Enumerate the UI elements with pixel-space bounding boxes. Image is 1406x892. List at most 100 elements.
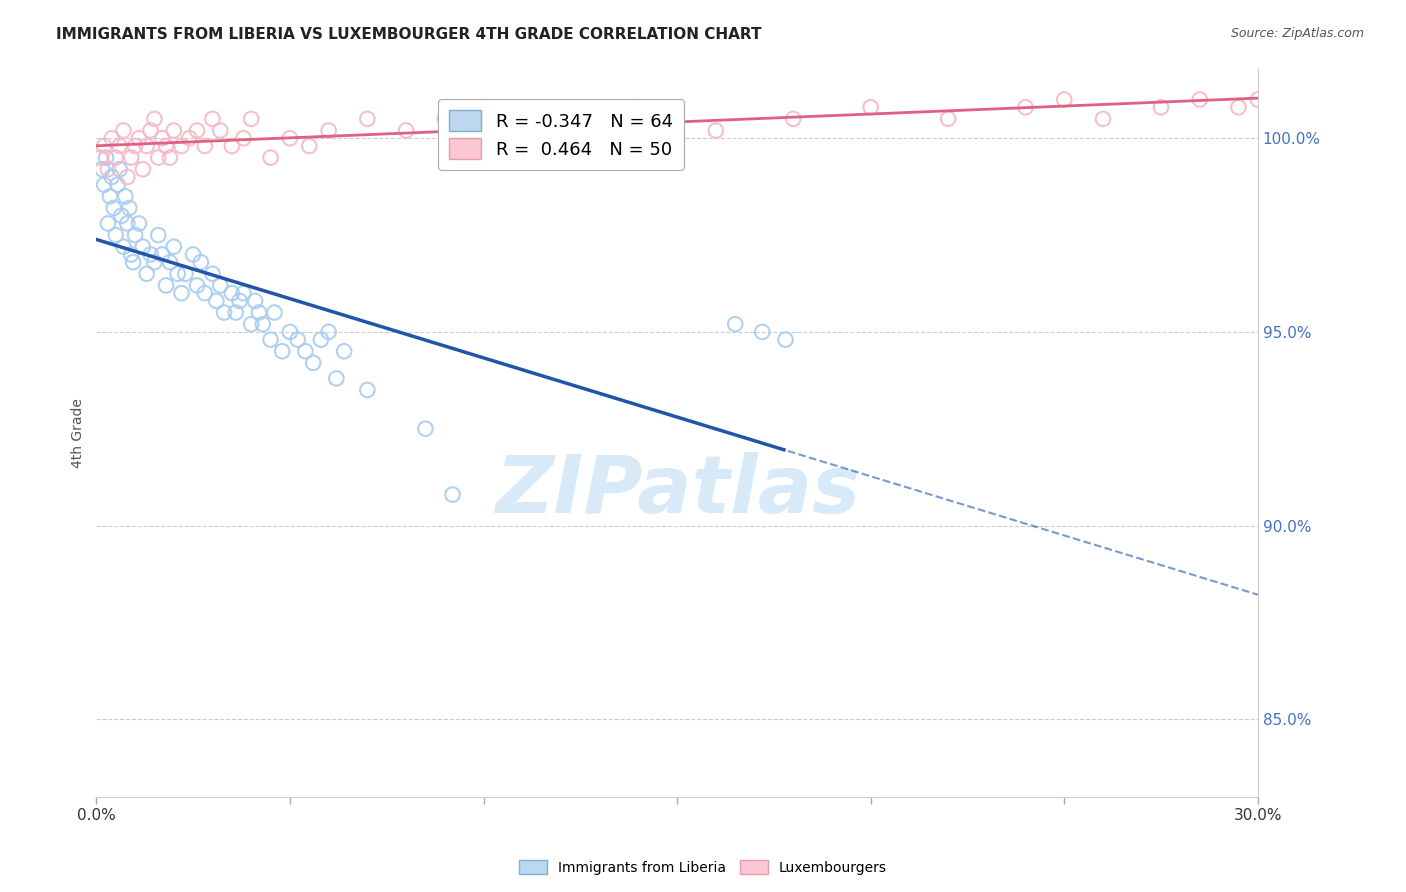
- Point: [150, 131, 173, 145]
- Point: [287, 333, 309, 347]
- Point: [181, 247, 204, 261]
- Point: [259, 333, 281, 347]
- Point: [108, 139, 131, 153]
- Point: [159, 151, 181, 165]
- Point: [318, 325, 340, 339]
- Point: [124, 228, 146, 243]
- Point: [143, 255, 166, 269]
- Point: [112, 123, 135, 137]
- Point: [97, 217, 120, 231]
- Point: [433, 112, 456, 126]
- Point: [108, 162, 131, 177]
- Point: [859, 100, 882, 114]
- Point: [194, 286, 217, 301]
- Point: [201, 267, 224, 281]
- Point: [112, 240, 135, 254]
- Point: [415, 422, 437, 436]
- Point: [101, 131, 124, 145]
- Point: [139, 123, 162, 137]
- Text: IMMIGRANTS FROM LIBERIA VS LUXEMBOURGER 4TH GRADE CORRELATION CHART: IMMIGRANTS FROM LIBERIA VS LUXEMBOURGER …: [56, 27, 762, 42]
- Point: [103, 201, 125, 215]
- Point: [209, 123, 232, 137]
- Point: [294, 344, 316, 359]
- Point: [724, 317, 747, 331]
- Point: [228, 293, 250, 308]
- Point: [263, 305, 285, 319]
- Point: [101, 169, 124, 184]
- Point: [325, 371, 347, 385]
- Point: [243, 293, 266, 308]
- Point: [205, 293, 228, 308]
- Point: [163, 240, 186, 254]
- Point: [232, 131, 254, 145]
- Point: [117, 169, 139, 184]
- Point: [104, 151, 127, 165]
- Point: [170, 286, 193, 301]
- Point: [114, 189, 136, 203]
- Point: [441, 487, 464, 501]
- Point: [302, 356, 325, 370]
- Point: [252, 317, 274, 331]
- Point: [309, 333, 332, 347]
- Point: [120, 151, 142, 165]
- Point: [395, 123, 418, 137]
- Point: [93, 139, 115, 153]
- Point: [936, 112, 959, 126]
- Point: [190, 255, 212, 269]
- Point: [1014, 100, 1036, 114]
- Point: [110, 209, 132, 223]
- Point: [91, 162, 114, 177]
- Point: [259, 151, 281, 165]
- Point: [247, 305, 270, 319]
- Point: [1091, 112, 1114, 126]
- Point: [212, 305, 235, 319]
- Point: [356, 112, 378, 126]
- Point: [775, 333, 797, 347]
- Point: [93, 178, 115, 192]
- Point: [124, 139, 146, 153]
- Point: [240, 112, 263, 126]
- Point: [186, 278, 208, 293]
- Point: [132, 162, 155, 177]
- Point: [148, 228, 170, 243]
- Point: [240, 317, 263, 331]
- Point: [194, 139, 217, 153]
- Point: [166, 267, 188, 281]
- Point: [155, 139, 177, 153]
- Point: [139, 247, 162, 261]
- Point: [298, 139, 321, 153]
- Point: [232, 286, 254, 301]
- Point: [278, 325, 301, 339]
- Point: [163, 123, 186, 137]
- Point: [128, 217, 150, 231]
- Point: [179, 131, 201, 145]
- Point: [782, 112, 804, 126]
- Point: [94, 151, 117, 165]
- Legend: Immigrants from Liberia, Luxembourgers: Immigrants from Liberia, Luxembourgers: [513, 855, 893, 880]
- Point: [89, 151, 111, 165]
- Point: [1150, 100, 1173, 114]
- Point: [122, 255, 145, 269]
- Point: [135, 139, 157, 153]
- Point: [98, 189, 121, 203]
- Point: [278, 131, 301, 145]
- Legend: R = -0.347   N = 64, R =  0.464   N = 50: R = -0.347 N = 64, R = 0.464 N = 50: [439, 99, 683, 170]
- Point: [225, 305, 247, 319]
- Point: [1247, 93, 1270, 107]
- Point: [318, 123, 340, 137]
- Point: [627, 100, 650, 114]
- Point: [333, 344, 356, 359]
- Text: Source: ZipAtlas.com: Source: ZipAtlas.com: [1230, 27, 1364, 40]
- Point: [107, 178, 129, 192]
- Text: ZIPatlas: ZIPatlas: [495, 452, 859, 530]
- Point: [120, 247, 142, 261]
- Point: [155, 278, 177, 293]
- Point: [201, 112, 224, 126]
- Point: [1053, 93, 1076, 107]
- Point: [751, 325, 773, 339]
- Point: [356, 383, 378, 397]
- Point: [143, 112, 166, 126]
- Point: [97, 162, 120, 177]
- Point: [148, 151, 170, 165]
- Point: [117, 217, 139, 231]
